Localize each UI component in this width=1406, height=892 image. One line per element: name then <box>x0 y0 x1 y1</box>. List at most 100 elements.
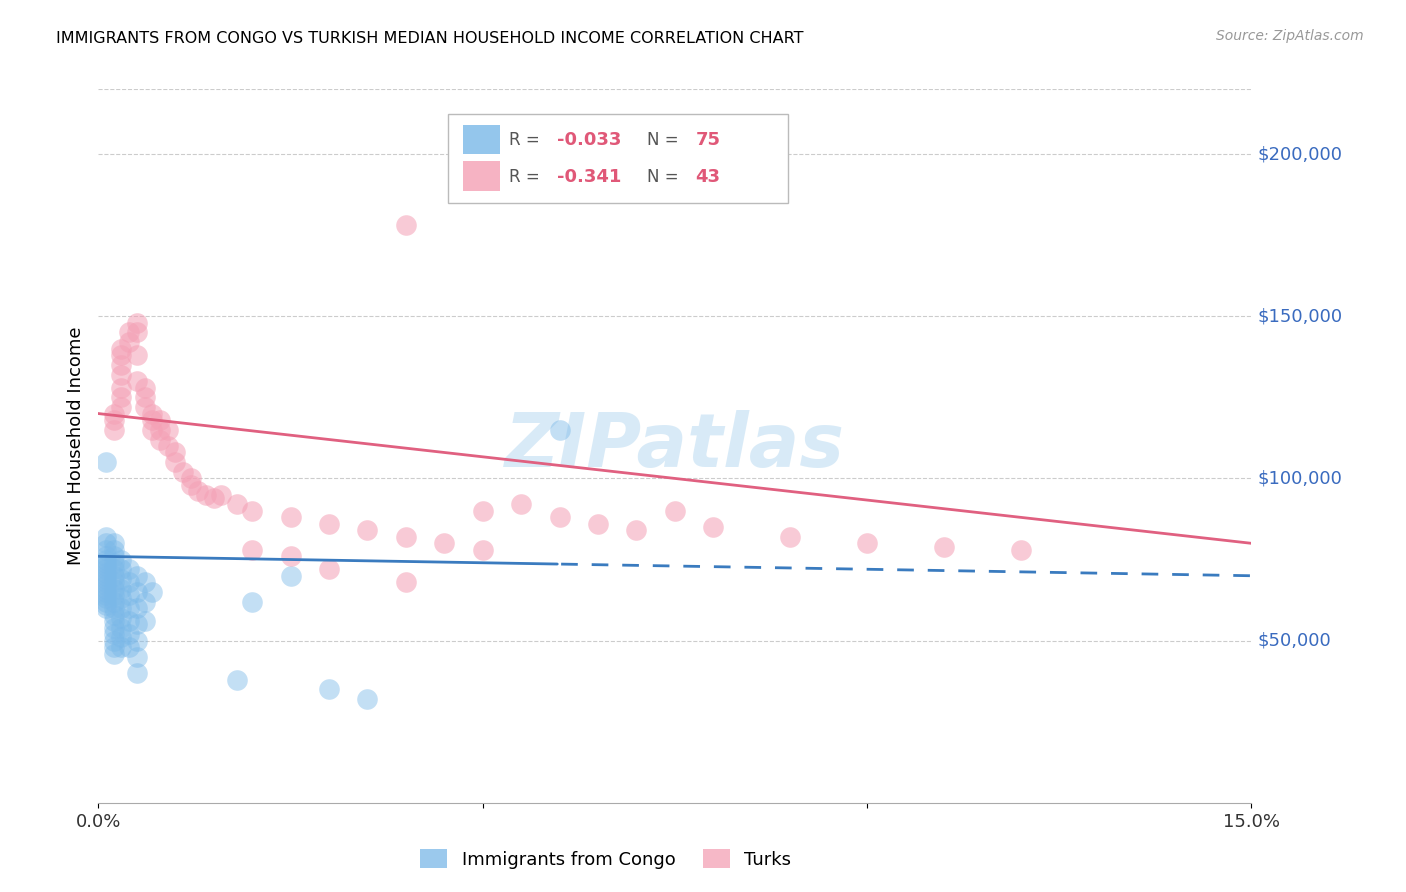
Text: $50,000: $50,000 <box>1257 632 1331 649</box>
Text: $100,000: $100,000 <box>1257 469 1341 487</box>
Point <box>510 497 533 511</box>
Point <box>779 530 801 544</box>
Point <box>1010 542 1032 557</box>
Point <box>156 439 179 453</box>
Point <box>110 601 132 615</box>
Point <box>94 455 117 469</box>
Point <box>125 666 148 681</box>
Point <box>125 617 148 632</box>
Point <box>94 559 117 574</box>
Point <box>103 542 125 557</box>
Point <box>94 582 117 596</box>
Point <box>548 510 571 524</box>
Point <box>225 673 247 687</box>
Point <box>110 611 132 625</box>
Point <box>118 562 141 576</box>
Point <box>125 601 148 615</box>
Text: 43: 43 <box>696 168 721 186</box>
Point <box>103 549 125 564</box>
Point <box>94 585 117 599</box>
Point <box>103 407 125 421</box>
Point <box>118 640 141 654</box>
Point <box>318 682 340 697</box>
Point <box>165 445 187 459</box>
Point <box>110 621 132 635</box>
Point <box>180 471 202 485</box>
Point <box>433 536 456 550</box>
Point <box>103 588 125 602</box>
Point <box>110 348 132 362</box>
Point <box>125 316 148 330</box>
Text: N =: N = <box>647 131 685 149</box>
Point <box>149 413 172 427</box>
Point <box>94 588 117 602</box>
Point <box>103 647 125 661</box>
Point <box>118 627 141 641</box>
Point <box>103 595 125 609</box>
Point <box>195 488 218 502</box>
Text: 75: 75 <box>696 131 721 149</box>
Point <box>395 530 418 544</box>
Point <box>103 536 125 550</box>
Point <box>103 640 125 654</box>
Point <box>702 520 724 534</box>
Point <box>118 335 141 350</box>
Point <box>240 595 263 609</box>
Point <box>110 342 132 356</box>
Point <box>103 413 125 427</box>
Point <box>94 536 117 550</box>
Point <box>118 575 141 590</box>
Point <box>110 381 132 395</box>
Point <box>118 614 141 628</box>
Point <box>395 219 418 233</box>
Point <box>103 627 125 641</box>
Point <box>110 390 132 404</box>
Point <box>94 572 117 586</box>
Point <box>94 552 117 566</box>
Point <box>165 455 187 469</box>
Point <box>318 516 340 531</box>
Point <box>548 423 571 437</box>
Point <box>94 566 117 580</box>
Point <box>134 595 156 609</box>
Point <box>356 524 378 538</box>
Point <box>94 575 117 590</box>
Point <box>209 488 232 502</box>
Point <box>134 575 156 590</box>
Point <box>134 614 156 628</box>
Point <box>471 542 494 557</box>
Point <box>149 433 172 447</box>
Point <box>125 633 148 648</box>
Point <box>103 607 125 622</box>
Point <box>94 556 117 570</box>
Point <box>110 582 132 596</box>
Point <box>134 381 156 395</box>
Point <box>141 407 163 421</box>
Point <box>471 504 494 518</box>
Point <box>103 601 125 615</box>
Point <box>94 578 117 592</box>
Point <box>318 562 340 576</box>
Point <box>103 568 125 582</box>
Point <box>125 374 148 388</box>
Point <box>664 504 686 518</box>
Point <box>103 562 125 576</box>
Point <box>172 465 194 479</box>
Point <box>94 601 117 615</box>
Point <box>280 510 302 524</box>
Point <box>110 591 132 606</box>
Point <box>94 549 117 564</box>
Point <box>187 484 209 499</box>
Point <box>856 536 879 550</box>
Text: R =: R = <box>509 168 546 186</box>
Point <box>94 598 117 612</box>
Point <box>141 423 163 437</box>
Point <box>94 568 117 582</box>
Text: $150,000: $150,000 <box>1257 307 1343 326</box>
Point <box>110 358 132 372</box>
Point <box>118 326 141 340</box>
Point <box>932 540 955 554</box>
Point <box>280 549 302 564</box>
Point <box>356 692 378 706</box>
Point <box>118 588 141 602</box>
